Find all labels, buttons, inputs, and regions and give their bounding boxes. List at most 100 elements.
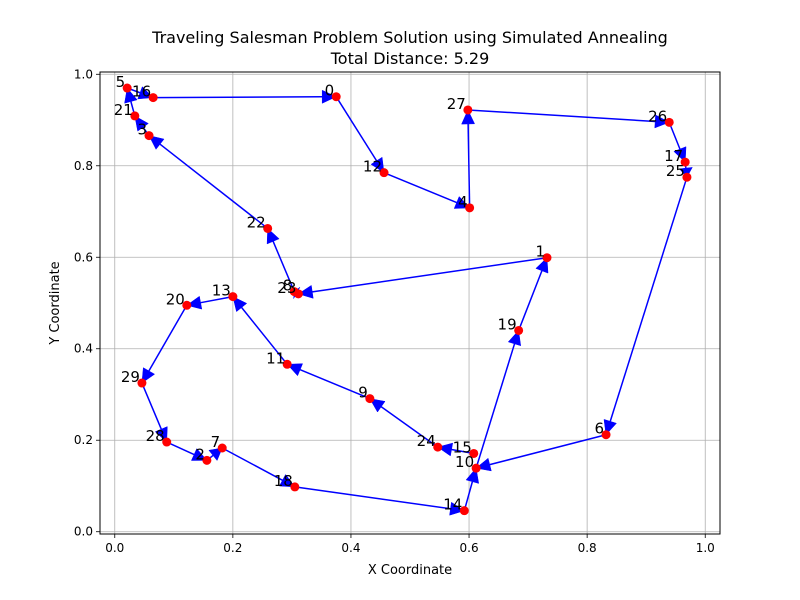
city-point-26 bbox=[664, 117, 674, 127]
city-point-3 bbox=[144, 131, 154, 141]
city-point-28 bbox=[162, 437, 172, 447]
city-point-15 bbox=[469, 448, 479, 458]
y-tick-label: 0.8 bbox=[74, 159, 93, 173]
tour-arrowhead bbox=[266, 227, 280, 245]
tour-arrowhead bbox=[370, 156, 385, 174]
tour-arrowhead bbox=[449, 501, 465, 516]
tour-segment bbox=[668, 122, 681, 150]
city-point-21 bbox=[130, 111, 140, 121]
city-label-22: 22 bbox=[247, 213, 266, 231]
city-point-13 bbox=[228, 292, 238, 302]
city-points bbox=[122, 83, 692, 516]
tour-segment bbox=[153, 96, 323, 99]
x-tick-label: 0.6 bbox=[460, 541, 479, 555]
city-point-25 bbox=[682, 172, 692, 182]
tour-segment bbox=[294, 486, 451, 510]
city-point-23 bbox=[293, 289, 303, 299]
city-label-25: 25 bbox=[666, 162, 685, 180]
chart-title: Traveling Salesman Problem Solution usin… bbox=[151, 28, 668, 47]
tour-arrowhead bbox=[134, 115, 149, 132]
city-point-22 bbox=[263, 223, 273, 233]
city-point-4 bbox=[465, 203, 475, 213]
city-point-5 bbox=[122, 83, 132, 93]
city-point-7 bbox=[217, 443, 227, 453]
tour-segment bbox=[159, 143, 269, 230]
city-point-10 bbox=[471, 463, 481, 473]
x-tick-label: 0.2 bbox=[223, 541, 242, 555]
tour-segment bbox=[272, 241, 295, 292]
tour-segment bbox=[312, 256, 548, 293]
city-point-18 bbox=[290, 482, 300, 492]
tour-segment bbox=[299, 368, 371, 400]
city-label-18: 18 bbox=[274, 472, 293, 490]
tour-arrowhead bbox=[297, 284, 314, 299]
tour-segment bbox=[463, 481, 474, 511]
tour-segment bbox=[148, 304, 188, 372]
city-label-8: 8 bbox=[283, 277, 293, 295]
y-tick-label: 0.0 bbox=[74, 525, 93, 539]
city-label-0: 0 bbox=[325, 82, 335, 100]
city-point-20 bbox=[182, 300, 192, 310]
city-point-0 bbox=[331, 92, 341, 102]
city-label-12: 12 bbox=[363, 158, 382, 176]
y-tick-label: 0.2 bbox=[74, 433, 93, 447]
tour-segment bbox=[489, 434, 607, 466]
city-label-29: 29 bbox=[121, 368, 140, 386]
city-label-11: 11 bbox=[266, 349, 285, 367]
city-point-6 bbox=[601, 430, 611, 440]
tour-segment bbox=[467, 109, 656, 123]
city-label-17: 17 bbox=[664, 147, 683, 165]
plot-frame bbox=[99, 71, 721, 535]
x-tick-label: 0.0 bbox=[105, 541, 124, 555]
tour-segment bbox=[467, 123, 471, 208]
tour-path bbox=[124, 86, 693, 516]
city-label-20: 20 bbox=[166, 290, 185, 308]
city-label-19: 19 bbox=[498, 315, 517, 333]
grid-lines bbox=[100, 72, 720, 534]
city-label-13: 13 bbox=[212, 282, 231, 300]
city-label-3: 3 bbox=[137, 121, 147, 139]
city-label-14: 14 bbox=[443, 496, 462, 514]
y-tick-label: 0.6 bbox=[74, 250, 93, 264]
tour-arrowhead bbox=[654, 114, 670, 129]
city-label-15: 15 bbox=[453, 438, 472, 456]
tour-arrowhead bbox=[321, 89, 337, 104]
tour-arrowhead bbox=[208, 447, 223, 461]
tour-segment bbox=[517, 270, 543, 331]
y-tick-label: 0.4 bbox=[74, 342, 93, 356]
city-point-16 bbox=[148, 93, 158, 103]
city-point-29 bbox=[137, 378, 147, 388]
tour-segment bbox=[166, 441, 195, 456]
city-label-10: 10 bbox=[455, 453, 474, 471]
tour-segment bbox=[335, 96, 378, 162]
tour-arrowhead bbox=[148, 135, 165, 150]
x-tick-label: 0.8 bbox=[578, 541, 597, 555]
city-label-26: 26 bbox=[648, 107, 667, 125]
tour-arrowhead bbox=[232, 296, 248, 313]
city-point-1 bbox=[542, 253, 552, 263]
city-label-7: 7 bbox=[211, 433, 221, 451]
tour-arrowhead bbox=[461, 109, 475, 125]
x-tick-label: 1.0 bbox=[696, 541, 715, 555]
y-tick-label: 1.0 bbox=[74, 67, 93, 81]
city-point-17 bbox=[680, 157, 690, 167]
city-point-9 bbox=[365, 394, 375, 404]
tour-arrowhead bbox=[678, 167, 693, 178]
tour-segment bbox=[383, 171, 457, 204]
city-label-21: 21 bbox=[114, 101, 133, 119]
city-label-16: 16 bbox=[132, 83, 151, 101]
city-point-19 bbox=[514, 325, 524, 335]
city-point-24 bbox=[433, 442, 443, 452]
city-labels: 0123456789101112131415161718192021222324… bbox=[114, 73, 685, 514]
x-axis-label: X Coordinate bbox=[368, 563, 452, 578]
city-point-12 bbox=[379, 168, 389, 178]
tour-segment bbox=[200, 295, 233, 304]
tour-arrowhead bbox=[154, 426, 168, 443]
city-label-24: 24 bbox=[417, 432, 436, 450]
city-label-4: 4 bbox=[458, 193, 468, 211]
city-point-27 bbox=[463, 105, 473, 115]
tour-segment bbox=[380, 406, 439, 448]
city-point-11 bbox=[282, 359, 292, 369]
city-point-14 bbox=[459, 506, 469, 516]
